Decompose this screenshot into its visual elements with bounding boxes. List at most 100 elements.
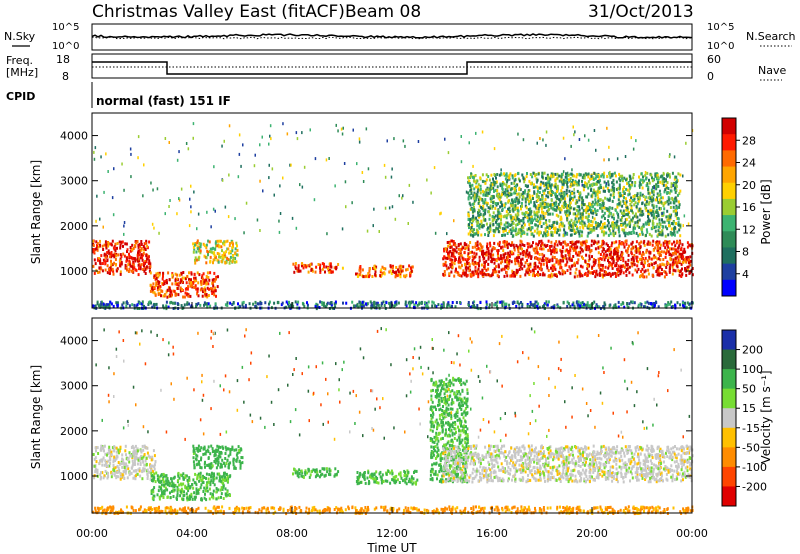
heatmap-cell: [495, 202, 498, 206]
heatmap-cell: [566, 243, 569, 247]
heatmap-cell: [658, 201, 661, 205]
heatmap-cell: [629, 185, 632, 189]
heatmap-cell: [562, 271, 565, 275]
heatmap-cell: [195, 250, 198, 254]
heatmap-cell: [193, 276, 195, 280]
heatmap-cell: [618, 183, 621, 187]
heatmap-cell: [482, 213, 485, 217]
heatmap-cell: [516, 208, 519, 212]
heatmap-cell: [628, 244, 630, 248]
heatmap-cell: [669, 256, 672, 260]
heatmap-cell: [475, 247, 478, 251]
heatmap-cell: [132, 267, 135, 271]
heatmap-cell: [322, 265, 325, 269]
heatmap-cell: [460, 160, 463, 164]
heatmap-cell: [684, 301, 687, 305]
heatmap-cell: [590, 239, 593, 243]
freq-series: [92, 61, 692, 75]
heatmap-cell: [614, 303, 617, 307]
heatmap-cell: [505, 210, 508, 214]
heatmap-cell: [121, 303, 124, 307]
heatmap-cell: [310, 262, 313, 266]
heatmap-cell: [125, 256, 128, 260]
heatmap-cell: [498, 244, 501, 247]
heatmap-cell: [482, 249, 485, 253]
power-heatmap: [92, 122, 694, 311]
heatmap-cell: [500, 300, 503, 304]
heatmap-cell: [522, 221, 525, 225]
heatmap-cell: [631, 219, 634, 223]
heatmap-cell: [579, 191, 582, 195]
heatmap-cell: [149, 283, 152, 287]
heatmap-cell: [663, 220, 666, 224]
heatmap-cell: [493, 270, 496, 274]
heatmap-cell: [539, 230, 542, 234]
heatmap-cell: [655, 183, 658, 187]
heatmap-cell: [496, 300, 499, 304]
heatmap-cell: [547, 248, 550, 252]
heatmap-cell: [615, 223, 618, 227]
heatmap-cell: [492, 186, 495, 190]
heatmap-cell: [507, 263, 510, 267]
heatmap-cell: [676, 193, 679, 197]
heatmap-cell: [667, 173, 670, 177]
heatmap-cell: [573, 263, 576, 266]
heatmap-cell: [596, 241, 599, 245]
heatmap-cell: [537, 196, 540, 200]
heatmap-cell: [536, 206, 539, 210]
heatmap-cell: [341, 227, 344, 231]
heatmap-cell: [622, 256, 625, 260]
heatmap-cell: [464, 247, 467, 251]
heatmap-cell: [215, 277, 217, 281]
heatmap-cell: [319, 268, 322, 272]
heatmap-cell: [577, 183, 580, 187]
heatmap-cell: [602, 186, 605, 190]
heatmap-cell: [570, 258, 573, 262]
heatmap-cell: [197, 281, 200, 285]
heatmap-cell: [607, 219, 609, 223]
heatmap-cell: [592, 260, 595, 264]
heatmap-cell: [549, 189, 552, 192]
heatmap-cell: [562, 182, 565, 186]
heatmap-cell: [654, 255, 657, 259]
heatmap-cell: [190, 272, 193, 276]
heatmap-cell: [397, 301, 400, 305]
heatmap-cell: [205, 243, 208, 247]
heatmap-cell: [515, 223, 518, 227]
heatmap-cell: [627, 193, 630, 197]
heatmap-cell: [330, 303, 333, 307]
heatmap-cell: [656, 198, 659, 202]
heatmap-cell: [568, 257, 571, 261]
heatmap-cell: [659, 193, 662, 196]
heatmap-cell: [647, 221, 650, 225]
heatmap-cell: [529, 262, 532, 266]
heatmap-cell: [622, 259, 625, 263]
heatmap-cell: [634, 181, 637, 184]
heatmap-cell: [107, 249, 110, 253]
heatmap-cell: [675, 180, 678, 184]
heatmap-cell: [473, 208, 476, 212]
heatmap-cell: [149, 271, 152, 275]
heatmap-cell: [449, 249, 452, 253]
heatmap-cell: [493, 261, 496, 265]
heatmap-cell: [639, 245, 642, 249]
heatmap-cell: [687, 268, 690, 272]
heatmap-cell: [663, 275, 666, 279]
heatmap-cell: [609, 254, 612, 258]
heatmap-cell: [180, 304, 183, 308]
heatmap-cell: [657, 242, 659, 246]
heatmap-cell: [501, 183, 504, 187]
heatmap-cell: [536, 218, 538, 222]
heatmap-cell: [646, 300, 649, 304]
nave-tick-top: 60: [707, 53, 721, 66]
heatmap-cell: [121, 453, 124, 457]
heatmap-cell: [560, 172, 563, 176]
heatmap-cell: [123, 232, 125, 236]
heatmap-cell: [591, 215, 594, 219]
heatmap-cell: [443, 249, 446, 253]
heatmap-cell: [523, 191, 526, 195]
heatmap-cell: [656, 248, 659, 252]
heatmap-cell: [608, 249, 610, 253]
heatmap-cell: [466, 260, 468, 264]
heatmap-cell: [541, 241, 544, 245]
